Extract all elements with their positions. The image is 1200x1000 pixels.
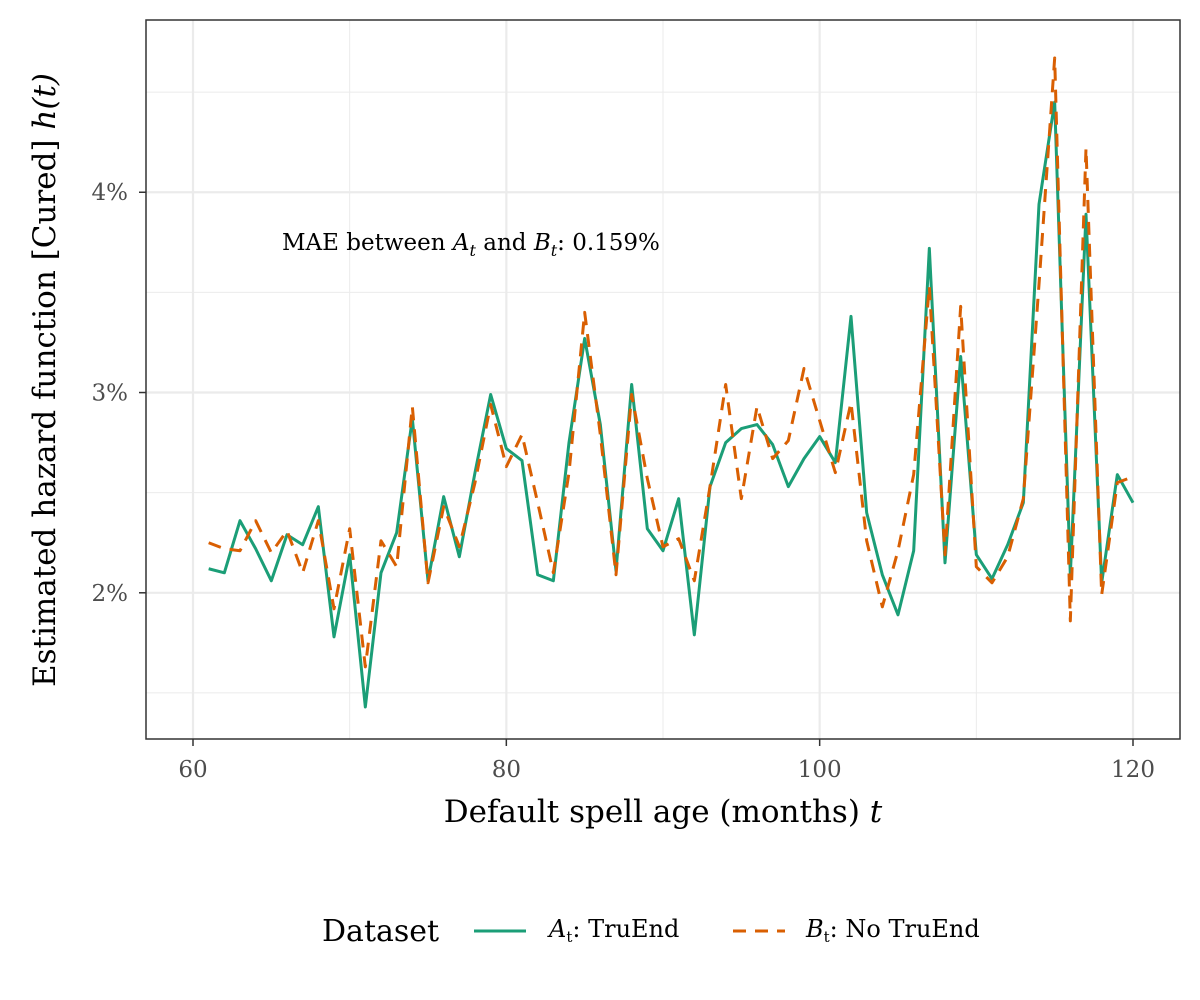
y-axis-title: Estimated hazard function [Cured] h(t) [27, 73, 63, 687]
y-axis-ticks: 2% 3% 4% [92, 180, 146, 607]
x-tick-label: 120 [1111, 757, 1155, 783]
legend-label-a: At: TruEnd [547, 915, 679, 946]
annotation-and: and [476, 230, 534, 256]
annotation-a-sub: t [470, 241, 477, 260]
annotation-a-var: A [451, 230, 470, 256]
legend-a-sub: t [566, 928, 572, 946]
annotation-suffix: : 0.159% [557, 230, 660, 256]
x-axis-title-text: Default spell age (months) [444, 794, 870, 830]
mae-annotation: MAE between At and Bt: 0.159% [282, 230, 660, 260]
x-axis-title-math: t [870, 794, 883, 830]
legend-label-b: Bt: No TruEnd [805, 915, 980, 946]
annotation-b-var: B [533, 230, 551, 256]
y-tick-label: 4% [92, 180, 129, 206]
legend-a-var: A [547, 915, 566, 943]
major-gridlines [146, 20, 1180, 739]
plot-panel-border [145, 19, 1181, 740]
legend-b-var: B [805, 915, 824, 943]
series-layer [208, 56, 1135, 709]
x-tick-label: 100 [798, 757, 842, 783]
y-axis-title-math: h(t) [27, 73, 63, 130]
annotation-prefix: MAE between [282, 230, 453, 256]
legend-title: Dataset [322, 914, 439, 949]
legend-a-text: : TruEnd [572, 915, 679, 943]
x-axis-ticks: 60 80 100 120 [178, 739, 1155, 783]
x-tick-label: 60 [178, 757, 207, 783]
series-line-truend [208, 100, 1135, 709]
x-axis-title: Default spell age (months) t [444, 794, 883, 830]
legend-b-sub: t [824, 928, 830, 946]
series-line-no-truend [208, 56, 1134, 669]
legend-b-text: : No TruEnd [830, 915, 980, 943]
minor-gridlines [146, 20, 1180, 739]
y-axis-title-text: Estimated hazard function [Cured] [27, 130, 63, 687]
x-tick-label: 80 [492, 757, 521, 783]
y-tick-label: 2% [92, 581, 129, 607]
legend: Dataset At: TruEnd Bt: No TruEnd [322, 914, 980, 949]
y-tick-label: 3% [92, 381, 129, 407]
annotation-b-sub: t [551, 241, 558, 260]
